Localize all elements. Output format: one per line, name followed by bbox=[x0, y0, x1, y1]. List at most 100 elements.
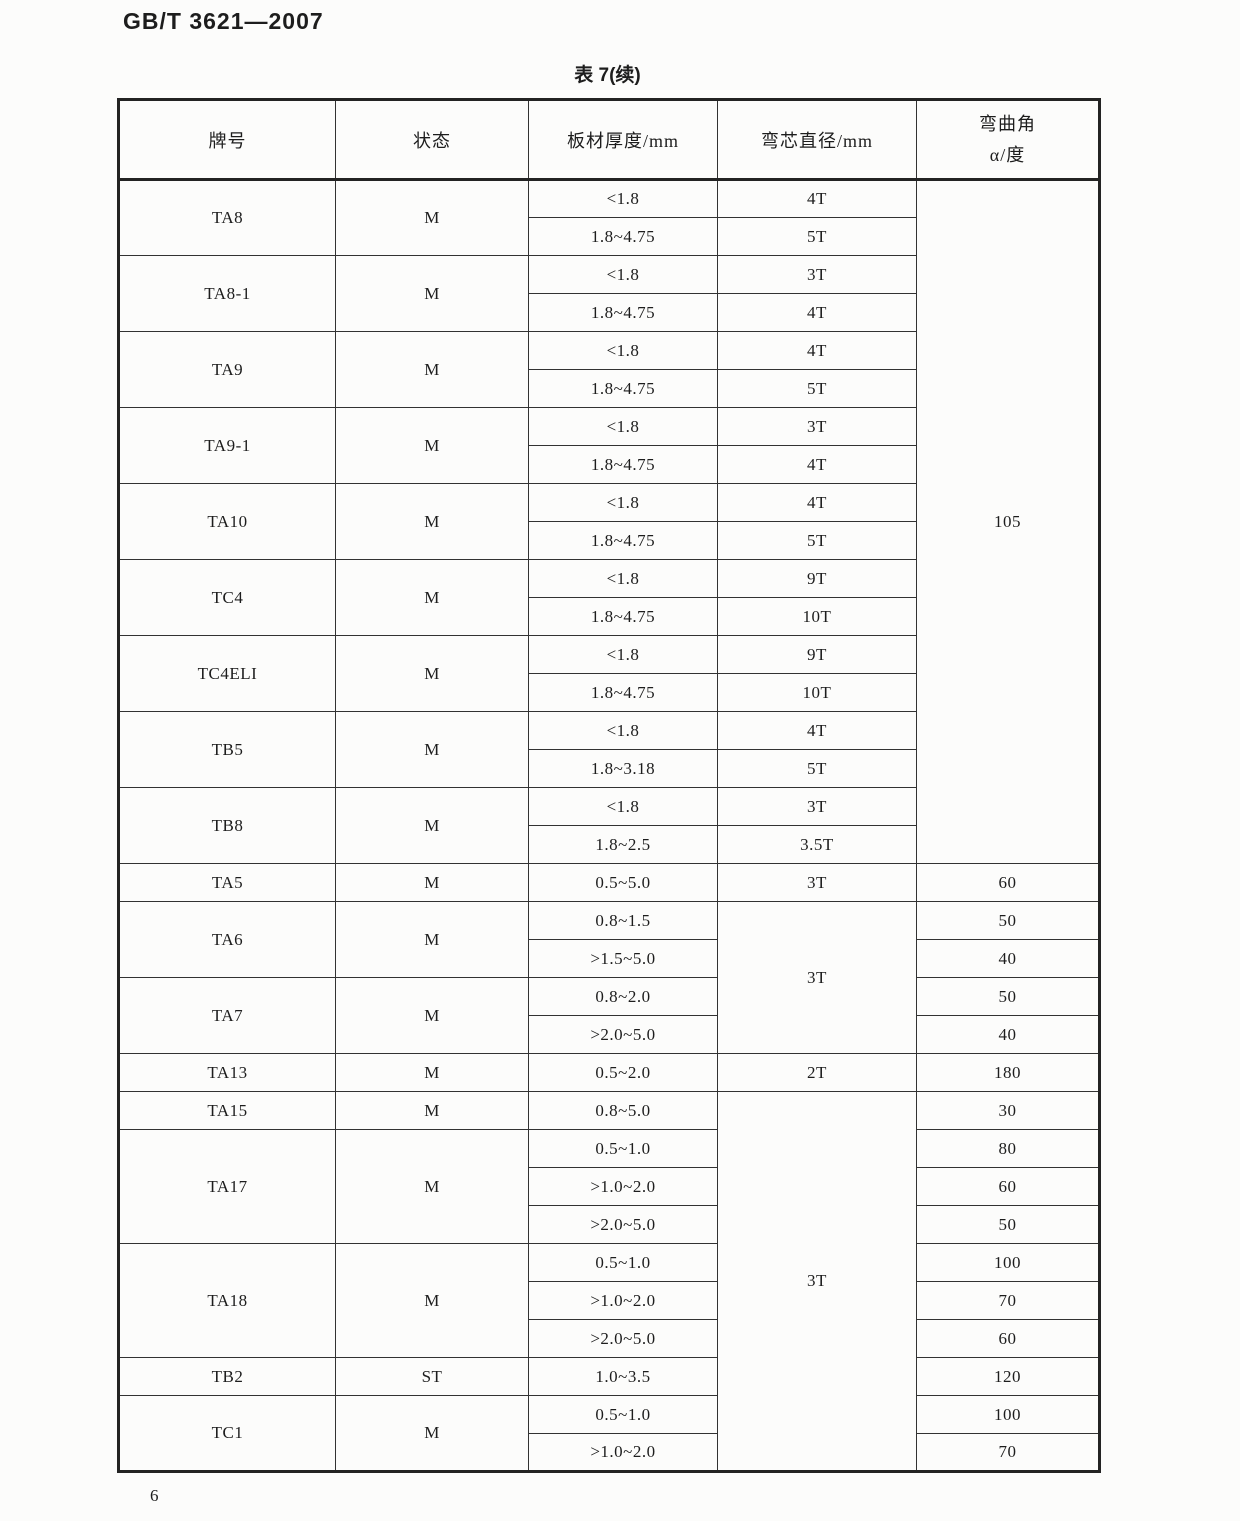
table-cell: 1.0~3.5 bbox=[528, 1357, 718, 1396]
table-row: TA17 M 0.5~1.0 80 bbox=[118, 1129, 1100, 1244]
table-row: 1.8~3.18 5T bbox=[119, 749, 1100, 788]
table-cell: 0.8~1.5 bbox=[528, 901, 718, 940]
table-cell: TB5 bbox=[118, 711, 336, 788]
table-cell: M bbox=[335, 863, 529, 902]
table-cell: TA18 bbox=[118, 1243, 336, 1358]
table-cell: M bbox=[335, 635, 529, 712]
table-cell: >2.0~5.0 bbox=[528, 1015, 718, 1054]
table-row: TA8 M <1.8 4T 105 bbox=[118, 179, 1100, 864]
table-cell: 70 bbox=[916, 1433, 1100, 1472]
table-cell: TA8-1 bbox=[118, 255, 336, 332]
table-cell: 40 bbox=[916, 939, 1100, 978]
table-cell: 3.5T bbox=[717, 825, 917, 864]
table-cell: 70 bbox=[916, 1281, 1100, 1320]
table-cell: 4T bbox=[717, 711, 917, 750]
table-cell: 60 bbox=[916, 1167, 1100, 1206]
table-cell: 3T bbox=[717, 1091, 917, 1472]
table-cell: 50 bbox=[916, 901, 1100, 940]
col-header-grade: 牌号 bbox=[118, 99, 336, 181]
table-cell: 0.5~2.0 bbox=[528, 1053, 718, 1092]
table-cell: 1.8~4.75 bbox=[528, 673, 718, 712]
table-cell: >2.0~5.0 bbox=[528, 1205, 718, 1244]
table-cell: <1.8 bbox=[528, 559, 718, 598]
table-cell: 1.8~4.75 bbox=[528, 445, 718, 484]
table-cell: 4T bbox=[717, 293, 917, 332]
table-cell: <1.8 bbox=[528, 255, 718, 294]
table-cell: M bbox=[335, 711, 529, 788]
table-cell: 3T bbox=[717, 863, 917, 902]
table-cell: >1.0~2.0 bbox=[528, 1167, 718, 1206]
table-cell: TA10 bbox=[118, 483, 336, 560]
table-cell: 3T bbox=[717, 255, 917, 294]
table-row: TA13 M 0.5~2.0 2T 180 bbox=[118, 1053, 1100, 1092]
table-cell: 60 bbox=[916, 863, 1100, 902]
table-cell: M bbox=[335, 977, 529, 1054]
table-header-row: 牌号 状态 板材厚度/mm 弯芯直径/mm 弯曲角 α/度 bbox=[118, 99, 1100, 181]
table-cell: M bbox=[335, 483, 529, 560]
table-row: 1.8~4.75 4T bbox=[119, 293, 1100, 332]
table-cell: 100 bbox=[916, 1395, 1100, 1434]
table-cell: TC1 bbox=[118, 1395, 336, 1472]
table-cell: TA9-1 bbox=[118, 407, 336, 484]
table-row: TA15 M 0.8~5.0 3T 30 bbox=[118, 1091, 1100, 1472]
table-cell: 5T bbox=[717, 521, 917, 560]
table-cell: TC4ELI bbox=[118, 635, 336, 712]
table-row: >1.5~5.0 40 bbox=[119, 939, 1100, 978]
table-cell: 0.5~1.0 bbox=[528, 1243, 718, 1282]
bend-test-table: 牌号 状态 板材厚度/mm 弯芯直径/mm 弯曲角 α/度 TA8 M <1.8 4T… bbox=[117, 98, 1101, 1473]
table-cell: >1.0~2.0 bbox=[528, 1433, 718, 1472]
table-cell: 180 bbox=[916, 1053, 1100, 1092]
table-cell: M bbox=[335, 331, 529, 408]
col-header-bend-core-diameter: 弯芯直径/mm bbox=[717, 99, 917, 181]
table-cell: 50 bbox=[916, 977, 1100, 1016]
table-cell: 5T bbox=[717, 749, 917, 788]
bend-angle-header-line1: 弯曲角 bbox=[979, 113, 1036, 134]
table-cell: M bbox=[335, 179, 529, 256]
table-cell: TA13 bbox=[118, 1053, 336, 1092]
table-cell: <1.8 bbox=[528, 711, 718, 750]
table-cell: TA15 bbox=[118, 1091, 336, 1130]
table-cell: 0.5~5.0 bbox=[528, 863, 718, 902]
table-cell: 3T bbox=[717, 407, 917, 446]
page-number: 6 bbox=[150, 1486, 159, 1505]
col-header-thickness: 板材厚度/mm bbox=[528, 99, 718, 181]
table-cell: M bbox=[335, 1053, 529, 1092]
table-cell: 80 bbox=[916, 1129, 1100, 1168]
table-cell: 1.8~4.75 bbox=[528, 369, 718, 408]
table-cell: <1.8 bbox=[528, 407, 718, 446]
table-cell: M bbox=[335, 559, 529, 636]
table-cell: M bbox=[335, 1243, 529, 1358]
table-cell: 100 bbox=[916, 1243, 1100, 1282]
table-row: TA18 M 0.5~1.0 100 bbox=[118, 1243, 1100, 1358]
table-cell: 0.8~5.0 bbox=[528, 1091, 718, 1130]
table-cell: M bbox=[335, 407, 529, 484]
table-cell: 3T bbox=[717, 787, 917, 826]
table-cell: 0.5~1.0 bbox=[528, 1395, 718, 1434]
table-cell: TB2 bbox=[118, 1357, 336, 1396]
table-row: TB8 M <1.8 3T bbox=[118, 787, 1100, 864]
table-cell: 105 bbox=[916, 179, 1100, 864]
table-row: TA9-1 M <1.8 3T bbox=[118, 407, 1100, 484]
table-cell: M bbox=[335, 1395, 529, 1472]
table-cell: 0.8~2.0 bbox=[528, 977, 718, 1016]
table-row: 1.8~4.75 10T bbox=[119, 597, 1100, 636]
table-cell: TC4 bbox=[118, 559, 336, 636]
table-cell: <1.8 bbox=[528, 179, 718, 218]
doc-number: GB/T 3621—2007 bbox=[123, 8, 324, 34]
table-cell: M bbox=[335, 255, 529, 332]
col-header-condition: 状态 bbox=[335, 99, 529, 181]
table-cell: 1.8~4.75 bbox=[528, 521, 718, 560]
table-cell: M bbox=[335, 787, 529, 864]
table-cell: 9T bbox=[717, 559, 917, 598]
table-cell: 9T bbox=[717, 635, 917, 674]
table-cell: >1.5~5.0 bbox=[528, 939, 718, 978]
table-cell: <1.8 bbox=[528, 483, 718, 522]
table-cell: 5T bbox=[717, 217, 917, 256]
col-header-bend-angle: 弯曲角 α/度 bbox=[916, 99, 1100, 181]
table-cell: 2T bbox=[717, 1053, 917, 1092]
table-cell: 5T bbox=[717, 369, 917, 408]
table-row: TB2 ST 1.0~3.5 120 bbox=[118, 1357, 1100, 1396]
table-cell: 10T bbox=[717, 597, 917, 636]
table-cell: TA6 bbox=[118, 901, 336, 978]
table-cell: >2.0~5.0 bbox=[528, 1319, 718, 1358]
